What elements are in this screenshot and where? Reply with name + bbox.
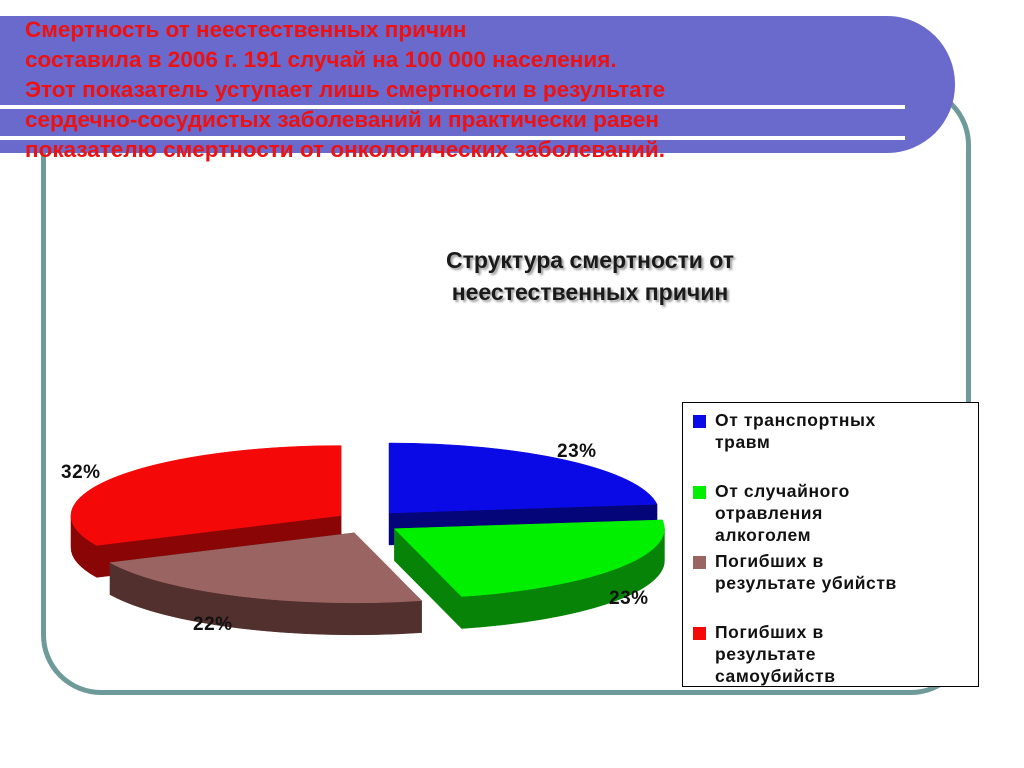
legend-label-alcohol: От случайного отравления алкоголем xyxy=(715,481,850,545)
legend-label-transport: От транспортных травм xyxy=(715,410,876,452)
headline-line-5: показателю смертности от онкологических … xyxy=(25,137,665,162)
chart-title-line-2: неестественных причин xyxy=(451,279,729,305)
banner-line-bottom xyxy=(0,136,905,140)
headline-line-2: составила в 2006 г. 191 случай на 100 00… xyxy=(25,47,617,72)
legend-label-homicide: Погибших в результате убийств xyxy=(715,551,897,593)
pct-label-transport: 23% xyxy=(557,441,597,462)
legend-label-suicide: Погибших в результате самоубийств xyxy=(715,622,836,686)
pct-label-alcohol: 23% xyxy=(609,588,649,609)
legend-swatch-suicide xyxy=(693,627,706,640)
legend-swatch-transport xyxy=(693,415,706,428)
pct-label-suicide: 32% xyxy=(61,462,101,483)
banner-line-top xyxy=(0,105,905,109)
chart-title-line-1: Структура смертности от xyxy=(445,247,735,273)
pie-slice-transport xyxy=(388,442,658,514)
chart-title: Структура смертности от неестественных п… xyxy=(380,244,800,308)
pie-slice-homicide xyxy=(109,532,423,604)
legend-swatch-homicide xyxy=(693,556,706,569)
pie-slice-alcohol xyxy=(393,519,665,597)
header-banner xyxy=(0,16,955,153)
headline-line-4: сердечно-сосудистых заболеваний и практи… xyxy=(25,107,660,132)
headline-text: Смертность от неестественных причин сост… xyxy=(25,15,1005,165)
pct-label-homicide: 22% xyxy=(193,614,233,635)
headline-line-3: Этот показатель уступает лишь смертности… xyxy=(25,77,666,102)
chart-legend: От транспортных травм От случайного отра… xyxy=(682,402,979,687)
headline-line-1: Смертность от неестественных причин xyxy=(25,17,467,42)
legend-swatch-alcohol xyxy=(693,486,706,499)
pie-slice-suicide xyxy=(70,445,342,546)
